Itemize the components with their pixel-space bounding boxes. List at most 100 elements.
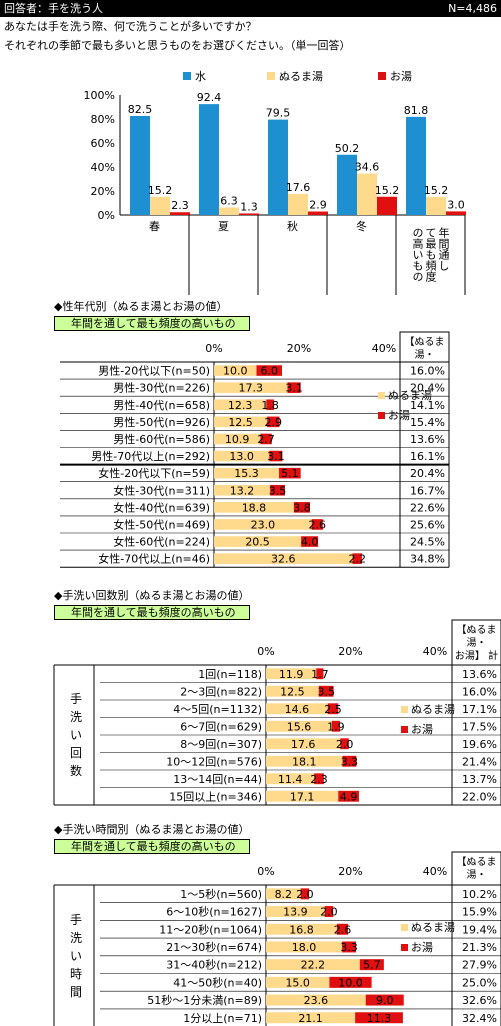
bar: [239, 213, 259, 215]
data-label-hot: 2.6: [309, 518, 327, 531]
group-label-char: 手: [70, 692, 82, 706]
total-header-text: 【ぬるま: [457, 856, 497, 868]
legend-label-hot: お湯: [411, 941, 433, 954]
bar: [446, 211, 466, 215]
y-tick-label: 80%: [91, 113, 115, 126]
row-label: 1分以上(n=71): [183, 1012, 262, 1025]
x-tick-label: 20%: [338, 645, 362, 658]
row-total: 22.0%: [462, 790, 497, 803]
data-label-lukewarm: 16.8: [289, 923, 314, 936]
y-tick-label: 40%: [91, 161, 115, 174]
sample-size: N=4,486: [448, 2, 497, 15]
row-label: 41～50秒(n=40): [173, 975, 262, 989]
legend-label-2: お湯: [390, 70, 412, 83]
data-label: 15.2: [424, 184, 449, 197]
bar-lukewarm: [214, 433, 261, 445]
bar-hot: [287, 382, 301, 393]
data-label-hot: 11.3: [367, 1012, 392, 1025]
legend-label-lukewarm: ぬるま湯: [388, 389, 432, 402]
total-header-text: お湯】 計: [455, 649, 498, 662]
x-tick-label: 0%: [257, 865, 274, 878]
bar-hot: [324, 906, 334, 918]
data-label: 17.6: [286, 181, 311, 194]
bar-lukewarm: [266, 668, 317, 680]
category-label: 夏: [218, 220, 229, 233]
row-label: 男性-70代以上(n=292): [91, 449, 210, 463]
bar-lukewarm: [266, 685, 319, 697]
legend-swatch-1: [267, 72, 275, 80]
data-label-hot: 2.0: [320, 906, 338, 919]
legend-label-lukewarm: ぬるま湯: [411, 921, 455, 934]
total-header-box: [451, 851, 501, 886]
row-label: 2～3回(n=822): [180, 685, 262, 698]
data-label-lukewarm: 15.0: [285, 976, 310, 989]
row-total: 17.1%: [462, 703, 497, 716]
data-label-hot: 2.3: [310, 773, 328, 786]
group-label-char: 洗: [70, 710, 82, 724]
data-label-lukewarm: 8.2: [275, 888, 293, 901]
data-label-lukewarm: 23.0: [251, 518, 276, 531]
bar-hot: [256, 365, 282, 376]
bar-hot: [327, 703, 339, 715]
bar-hot: [314, 773, 324, 785]
bar-hot: [331, 720, 340, 732]
bar: [268, 119, 288, 215]
bar-lukewarm: [266, 738, 341, 750]
row-label: 女性-70代以上(n=46): [98, 552, 210, 566]
bar: [357, 173, 377, 215]
row-label: 10～12回(n=576): [166, 755, 262, 768]
bar-hot: [311, 519, 323, 530]
bar-lukewarm: [266, 923, 337, 935]
data-label-hot: 4.9: [340, 790, 358, 803]
x-tick-label: 40%: [423, 645, 447, 658]
bar: [288, 193, 308, 215]
data-label-hot: 3.5: [317, 685, 335, 698]
row-label: 15回以上(n=346): [169, 790, 262, 803]
bar-hot: [342, 755, 357, 767]
data-label-lukewarm: 23.6: [304, 994, 329, 1007]
data-label: 82.5: [128, 103, 153, 116]
data-label-lukewarm: 12.3: [228, 399, 253, 412]
row-total: 20.4%: [410, 467, 445, 480]
x-tick-label: 20%: [338, 865, 362, 878]
data-label-hot: 6.0: [261, 365, 279, 378]
total-header-text: 湯・: [415, 348, 435, 361]
legend-swatch-hot: [401, 726, 408, 733]
bar-lukewarm: [214, 536, 302, 547]
data-label-lukewarm: 32.6: [271, 553, 296, 566]
bar-hot: [266, 399, 274, 411]
row-label: 男性-40代(n=658): [113, 398, 210, 412]
row-total: 13.6%: [410, 433, 445, 446]
section-title-count: ◆手洗い回数別（ぬるま湯とお湯の値）: [54, 589, 250, 602]
row-total: 32.4%: [462, 1012, 497, 1025]
row-label: 8～9回(n=307): [180, 738, 262, 751]
bar: [406, 116, 426, 215]
row-total: 27.9%: [462, 959, 497, 972]
bar: [308, 211, 328, 215]
row-total: 21.4%: [462, 755, 497, 768]
data-label: 92.4: [197, 91, 222, 104]
bar-lukewarm: [214, 450, 270, 462]
legend-label-0: 水: [195, 70, 206, 83]
bar-hot: [340, 738, 349, 750]
header-bar: 回答者：手を洗う人 N=4,486: [0, 0, 501, 17]
bar-lukewarm: [214, 553, 353, 564]
bar-hot: [329, 976, 372, 988]
data-label-hot: 3.5: [269, 484, 287, 497]
row-total: 19.4%: [462, 923, 497, 936]
data-label: 15.2: [375, 184, 400, 197]
section-title-age: ◆性年代別（ぬるま湯とお湯の値）: [54, 300, 228, 313]
data-label: 50.2: [335, 142, 360, 155]
legend-label-hot: お湯: [411, 723, 433, 736]
row-total: 14.1%: [410, 399, 445, 412]
category-label: 冬: [356, 219, 367, 233]
row-total: 16.0%: [410, 365, 445, 378]
row-label: 11～20秒(n=1064): [159, 922, 262, 936]
data-label-hot: 2.5: [324, 703, 342, 716]
x-tick-label: 20%: [287, 342, 311, 355]
legend-label-lukewarm: ぬるま湯: [411, 703, 455, 716]
total-header-text: 湯・: [467, 868, 487, 881]
bar: [337, 154, 357, 215]
data-label-hot: 3.3: [341, 755, 359, 768]
x-tick-label: 40%: [372, 342, 396, 355]
